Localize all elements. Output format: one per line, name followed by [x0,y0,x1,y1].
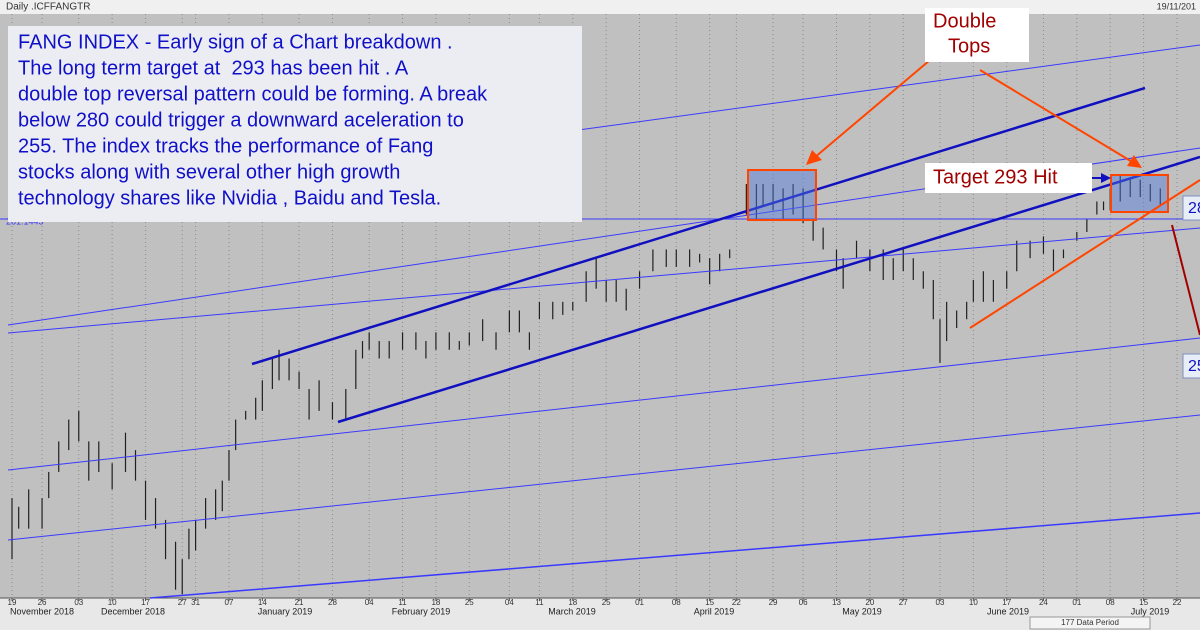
x-tick-label: 14 [258,598,267,607]
commentary-line: technology shares like Nvidia , Baidu an… [18,187,441,209]
footer: 177 Data Period [1061,618,1119,627]
target-label: Target 293 Hit [933,166,1058,188]
x-tick-label: 04 [505,598,514,607]
x-tick-label: 10 [108,598,117,607]
label-box [1182,353,1200,379]
month-label: July 2019 [1131,606,1170,616]
level-lower: 25 [1188,358,1200,375]
x-tick-label: 22 [732,598,741,607]
commentary-box [8,26,582,222]
month-label: December 2018 [101,606,165,616]
double-tops-label: Double [933,10,996,32]
x-axis-area [0,598,1200,630]
commentary-line: The long term target at 293 has been hit… [18,57,409,79]
support-line [969,179,1200,329]
trend-line [337,155,1200,424]
arrow-line [813,59,931,159]
x-tick-label: 01 [1072,598,1081,607]
x-tick-label: 13 [832,598,841,607]
arrow-head [806,150,822,165]
x-tick-label: 10 [969,598,978,607]
x-tick-label: 18 [568,598,577,607]
channel-line [149,512,1200,599]
note-box [925,163,1092,193]
x-tick-label: 31 [191,598,200,607]
x-tick-label: 29 [769,598,778,607]
x-tick-label: 15 [1139,598,1148,607]
channel-line [7,414,1200,541]
channel-line [7,227,1200,334]
footer-box [1029,616,1151,630]
x-tick-label: 08 [1106,598,1115,607]
x-tick-label: 03 [936,598,945,607]
x-tick-label: 01 [635,598,644,607]
x-tick-label: 07 [225,598,234,607]
commentary-line: stocks along with several other high gro… [18,161,400,183]
label-box [1182,195,1200,221]
header-bar [0,0,1200,14]
month-label: January 2019 [258,606,313,616]
x-tick-label: 25 [602,598,611,607]
commentary: FANG INDEX - Early sign of a Chart break… [18,31,488,209]
level-upper: 28 [1188,200,1200,217]
x-tick-label: 15 [705,598,714,607]
commentary-line: FANG INDEX - Early sign of a Chart break… [18,31,453,53]
x-tick-label: 06 [799,598,808,607]
x-tick-label: 17 [1002,598,1011,607]
double-tops-label: Tops [948,35,990,57]
x-tick-label: 20 [865,598,874,607]
date-stamp: 19/11/201 [1157,1,1196,11]
month-label: April 2019 [694,606,735,616]
commentary-line: 255. The index tracks the performance of… [18,135,433,157]
projection-line [1171,224,1200,336]
x-tick-label: 26 [38,598,47,607]
month-label: May 2019 [842,606,882,616]
top-box [747,169,817,221]
x-tick-label: 24 [1039,598,1048,607]
channel-line [7,337,1200,471]
x-tick-label: 04 [365,598,374,607]
x-tick-label: 27 [899,598,908,607]
month-label: June 2019 [987,606,1029,616]
x-tick-label: 25 [465,598,474,607]
x-tick-label: 21 [295,598,304,607]
month-label: March 2019 [548,606,596,616]
chart-title: Daily .ICFFANGTR [6,2,90,13]
x-tick-label: 03 [74,598,83,607]
commentary-line: below 280 could trigger a downward acele… [18,109,464,131]
annotations: 281.1445 28 25 Double Tops Target 293 Hi… [0,8,1200,599]
x-tick-label: 28 [328,598,337,607]
month-label: November 2018 [10,606,74,616]
x-tick-label: 08 [672,598,681,607]
x-tick-label: 22 [1173,598,1182,607]
x-tick-label: 19 [8,598,17,607]
x-tick-label: 11 [398,598,407,607]
arrow-head [1101,173,1111,183]
trend-line [251,86,1146,366]
arrow-line [979,69,1135,164]
x-tick-label: 11 [535,598,544,607]
month-label: February 2019 [392,606,451,616]
arrow-head [1127,155,1142,168]
x-tick-label: 17 [141,598,150,607]
note-box [925,8,1029,62]
commentary-line: double top reversal pattern could be for… [18,83,488,105]
x-tick-label: 18 [431,598,440,607]
x-tick-label: 27 [178,598,187,607]
